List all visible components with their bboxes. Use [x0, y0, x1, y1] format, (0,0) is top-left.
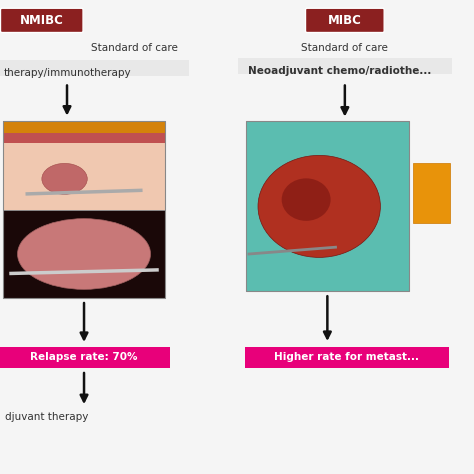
Ellipse shape — [18, 219, 151, 289]
FancyBboxPatch shape — [0, 60, 190, 76]
Text: Standard of care: Standard of care — [301, 43, 388, 53]
FancyBboxPatch shape — [238, 58, 452, 74]
FancyBboxPatch shape — [0, 347, 170, 368]
Text: Higher rate for metast...: Higher rate for metast... — [274, 353, 419, 363]
Text: NMIBC: NMIBC — [20, 14, 64, 27]
Text: therapy/immunotherapy: therapy/immunotherapy — [4, 68, 131, 78]
FancyBboxPatch shape — [413, 163, 450, 223]
Text: Standard of care: Standard of care — [91, 43, 178, 53]
FancyBboxPatch shape — [3, 121, 165, 210]
Ellipse shape — [282, 178, 331, 221]
FancyBboxPatch shape — [3, 210, 165, 298]
Text: Neoadjuvant chemo/radiothe...: Neoadjuvant chemo/radiothe... — [248, 66, 431, 76]
FancyBboxPatch shape — [3, 133, 165, 143]
Ellipse shape — [258, 155, 381, 257]
FancyBboxPatch shape — [3, 143, 165, 210]
FancyBboxPatch shape — [245, 347, 449, 368]
FancyBboxPatch shape — [306, 8, 384, 33]
Text: djuvant therapy: djuvant therapy — [5, 412, 88, 422]
Text: MIBC: MIBC — [328, 14, 362, 27]
FancyBboxPatch shape — [3, 121, 165, 133]
FancyBboxPatch shape — [0, 8, 83, 33]
Text: Relapse rate: 70%: Relapse rate: 70% — [30, 353, 138, 363]
FancyBboxPatch shape — [246, 121, 409, 292]
Ellipse shape — [42, 164, 87, 194]
